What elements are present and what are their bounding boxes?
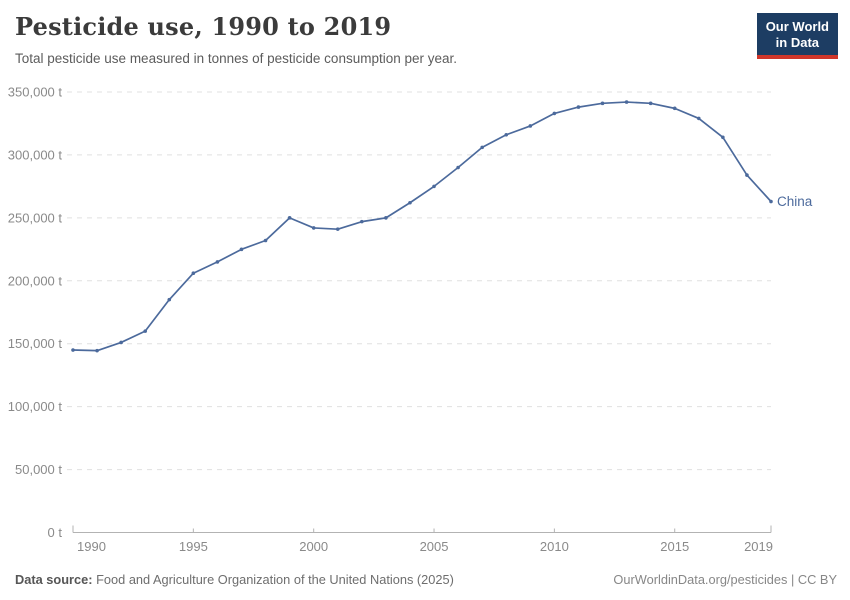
x-tick-label: 2019 [744, 539, 773, 554]
data-point[interactable] [263, 238, 268, 243]
chart-footer: Data source: Food and Agriculture Organi… [15, 572, 837, 587]
data-point[interactable] [335, 227, 340, 231]
y-tick-label: 100,000 t [8, 399, 63, 414]
data-point[interactable] [456, 165, 460, 170]
y-tick-label: 150,000 t [8, 336, 63, 351]
series-label-china[interactable]: China [777, 194, 813, 209]
y-tick-label: 350,000 t [8, 85, 63, 100]
data-point[interactable] [480, 145, 484, 150]
data-point[interactable] [624, 100, 629, 104]
data-point[interactable] [119, 340, 123, 345]
data-point[interactable] [576, 105, 581, 109]
series-line-china[interactable] [72, 101, 772, 352]
data-point[interactable] [600, 101, 605, 106]
owid-logo-line1: Our World [765, 19, 829, 34]
data-point[interactable] [143, 329, 148, 333]
data-point[interactable] [648, 101, 653, 106]
data-point[interactable] [432, 184, 436, 189]
data-point[interactable] [504, 132, 509, 137]
data-point[interactable] [384, 216, 388, 220]
data-point[interactable] [696, 116, 701, 121]
x-tick-label: 1995 [179, 539, 208, 554]
data-source-label: Data source: [15, 571, 93, 587]
data-point[interactable] [287, 216, 292, 220]
y-tick-label: 250,000 t [8, 210, 63, 225]
y-tick-label: 200,000 t [8, 273, 63, 288]
data-point[interactable] [745, 173, 749, 177]
chart-titles: Pesticide use, 1990 to 2019 Total pestic… [15, 12, 757, 67]
data-point[interactable] [191, 271, 196, 276]
data-point[interactable] [95, 348, 99, 353]
data-source: Data source: Food and Agriculture Organi… [15, 572, 454, 587]
owid-logo[interactable]: Our World in Data [756, 13, 838, 59]
data-source-text: Food and Agriculture Organization of the… [96, 571, 454, 587]
data-point[interactable] [311, 226, 316, 230]
x-tick-label: 1990 [77, 539, 106, 554]
data-point[interactable] [167, 297, 172, 302]
y-tick-label: 50,000 t [15, 462, 62, 477]
x-tick-label: 2010 [540, 539, 569, 554]
data-point[interactable] [408, 200, 412, 205]
data-point[interactable] [769, 199, 773, 204]
x-tick-label: 2015 [660, 539, 689, 554]
data-point[interactable] [721, 135, 725, 140]
data-point[interactable] [71, 348, 75, 352]
chart-subtitle: Total pesticide use measured in tonnes o… [15, 50, 458, 66]
y-tick-label: 300,000 t [8, 147, 63, 162]
y-tick-label: 0 t [48, 525, 63, 540]
owid-logo-line2: in Data [775, 35, 820, 50]
data-point[interactable] [552, 111, 557, 116]
credit-link[interactable]: OurWorldinData.org/pesticides | CC BY [613, 571, 837, 587]
chart-title: Pesticide use, 1990 to 2019 [15, 12, 392, 41]
data-point[interactable] [239, 247, 244, 252]
data-point[interactable] [672, 106, 677, 111]
chart-header: Pesticide use, 1990 to 2019 Total pestic… [15, 12, 838, 67]
data-point[interactable] [360, 219, 364, 224]
x-tick-label: 2000 [299, 539, 328, 554]
data-point[interactable] [528, 124, 533, 128]
x-tick-label: 2005 [420, 539, 449, 554]
data-point[interactable] [215, 260, 220, 264]
